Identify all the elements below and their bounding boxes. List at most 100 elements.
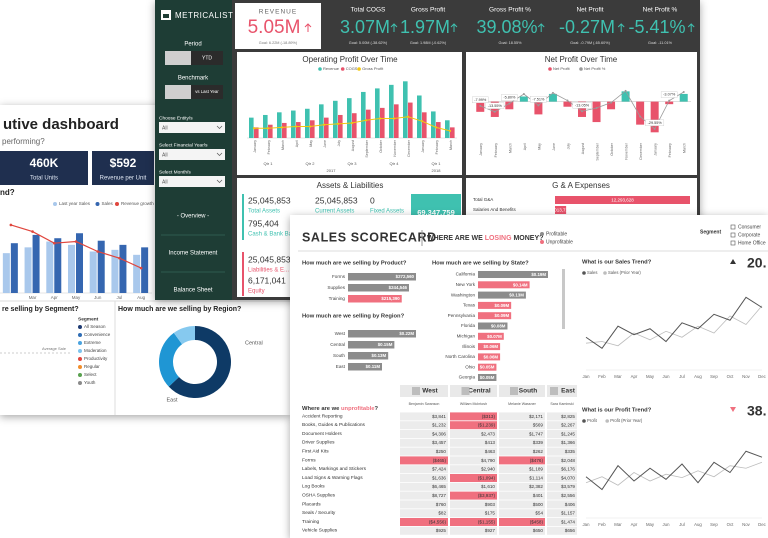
bar	[338, 114, 343, 138]
slice-label: East	[166, 397, 177, 403]
table-cell	[400, 491, 448, 500]
filter-label: Select Month/s	[159, 169, 191, 175]
kpi-title: Net Profit	[576, 7, 603, 14]
cell-value: $175	[485, 511, 496, 516]
bar	[10, 243, 18, 293]
bar	[277, 112, 282, 138]
line-point	[639, 115, 642, 118]
table-cell	[547, 500, 577, 509]
cell-value: $1,474	[561, 519, 575, 524]
x-tick-label: August	[351, 140, 355, 151]
cell-value: $2,171	[529, 414, 543, 419]
legend-label: Profit	[587, 418, 598, 423]
nav-item[interactable]: Balance Sheet	[173, 288, 212, 294]
x-tick-label: December	[639, 142, 643, 159]
slice-label: Central	[245, 340, 263, 346]
toggle-label: YTD	[202, 55, 212, 61]
logo-mark	[163, 14, 169, 18]
table-cell	[499, 438, 545, 447]
legend-swatch	[95, 202, 100, 206]
cell-value: ($1,155)	[478, 519, 496, 524]
table-cell	[400, 412, 448, 421]
line-point	[252, 127, 256, 130]
table-cell	[400, 474, 448, 482]
metric-label: Total Assets	[248, 209, 280, 215]
nav-item[interactable]: - Overview -	[177, 214, 209, 220]
line-point	[9, 223, 13, 227]
region-icon	[461, 387, 470, 395]
x-tick-label: April	[295, 140, 299, 147]
line-point	[74, 240, 78, 243]
x-tick-label: May	[309, 140, 313, 147]
x-tick-label: Jul	[117, 295, 123, 300]
category-label: Illinois	[462, 344, 475, 349]
line-point	[96, 250, 100, 253]
cell-value: $569	[533, 423, 544, 428]
table-cell	[400, 500, 448, 509]
region-icon	[412, 387, 420, 395]
cell-value: $4,790	[481, 458, 495, 463]
table-cell	[547, 430, 577, 438]
line-point	[479, 104, 482, 107]
table-cell	[400, 518, 448, 526]
cell-value: $3,457	[432, 440, 446, 445]
legend-swatch	[78, 325, 82, 329]
legend-label: Select	[84, 372, 97, 377]
legend-swatch	[548, 67, 552, 71]
bar	[478, 353, 501, 361]
value-label: -13.05%	[575, 103, 590, 107]
cell-value: $2,048	[561, 458, 575, 463]
kpi-goal: Goal: -0.79M (-65.60%)	[570, 41, 610, 45]
legend-label: Corporate	[738, 232, 760, 238]
table-cell	[499, 465, 545, 474]
line-point	[610, 101, 613, 104]
bar	[254, 127, 259, 138]
kpi-card	[0, 151, 88, 185]
cell-value: $925	[436, 528, 447, 533]
cell-value: $760	[436, 502, 447, 507]
title-part: ?	[374, 406, 378, 412]
x-tick-label: Nov	[742, 522, 750, 527]
bar	[97, 240, 105, 293]
row-label: OSHA Supplies	[302, 492, 336, 498]
table-cell	[547, 447, 577, 456]
legend-label: Convenience	[84, 332, 111, 337]
kpi-title: Gross Profit	[411, 7, 446, 14]
nav-item[interactable]: Income Statement	[169, 251, 218, 257]
table-cell	[547, 465, 577, 474]
x-tick-label: April	[523, 143, 527, 150]
legend-swatch	[605, 419, 609, 423]
filter-dropdown[interactable]	[159, 176, 225, 187]
legend-label: Revenue	[323, 66, 340, 71]
bar	[348, 352, 389, 360]
kpi-goal: Goal: 6.22M (-18.89%)	[259, 41, 298, 45]
cell-value: $656	[565, 528, 576, 533]
table-cell	[499, 509, 545, 518]
category-label: New York	[456, 282, 476, 287]
cell-value: ($1,094)	[478, 475, 496, 480]
line-point	[266, 127, 270, 130]
legend-swatch	[78, 341, 82, 345]
quarter-label: Qtr 4	[390, 161, 400, 166]
line-point	[551, 91, 554, 94]
x-tick-label: Dec	[758, 374, 766, 379]
legend-swatch	[318, 67, 322, 71]
filter-dropdown[interactable]	[159, 149, 225, 160]
region-icon	[550, 387, 558, 395]
category-label: Salaries And Benefits	[473, 207, 517, 212]
filter-dropdown[interactable]	[159, 122, 225, 133]
bar	[563, 101, 572, 107]
x-tick-label: Jun	[663, 374, 671, 379]
bar	[422, 112, 427, 138]
table-cell	[547, 456, 577, 465]
legend-swatch	[340, 67, 345, 71]
legend-swatch	[730, 224, 736, 230]
x-tick-label: November	[625, 142, 629, 159]
bar	[361, 91, 366, 138]
table-cell	[450, 482, 497, 491]
kpi-value: 460K	[30, 156, 59, 170]
x-tick-label: Mar	[614, 374, 622, 379]
x-tick-label: May	[646, 374, 655, 379]
metric-label: Liabilities & E...	[248, 268, 289, 274]
